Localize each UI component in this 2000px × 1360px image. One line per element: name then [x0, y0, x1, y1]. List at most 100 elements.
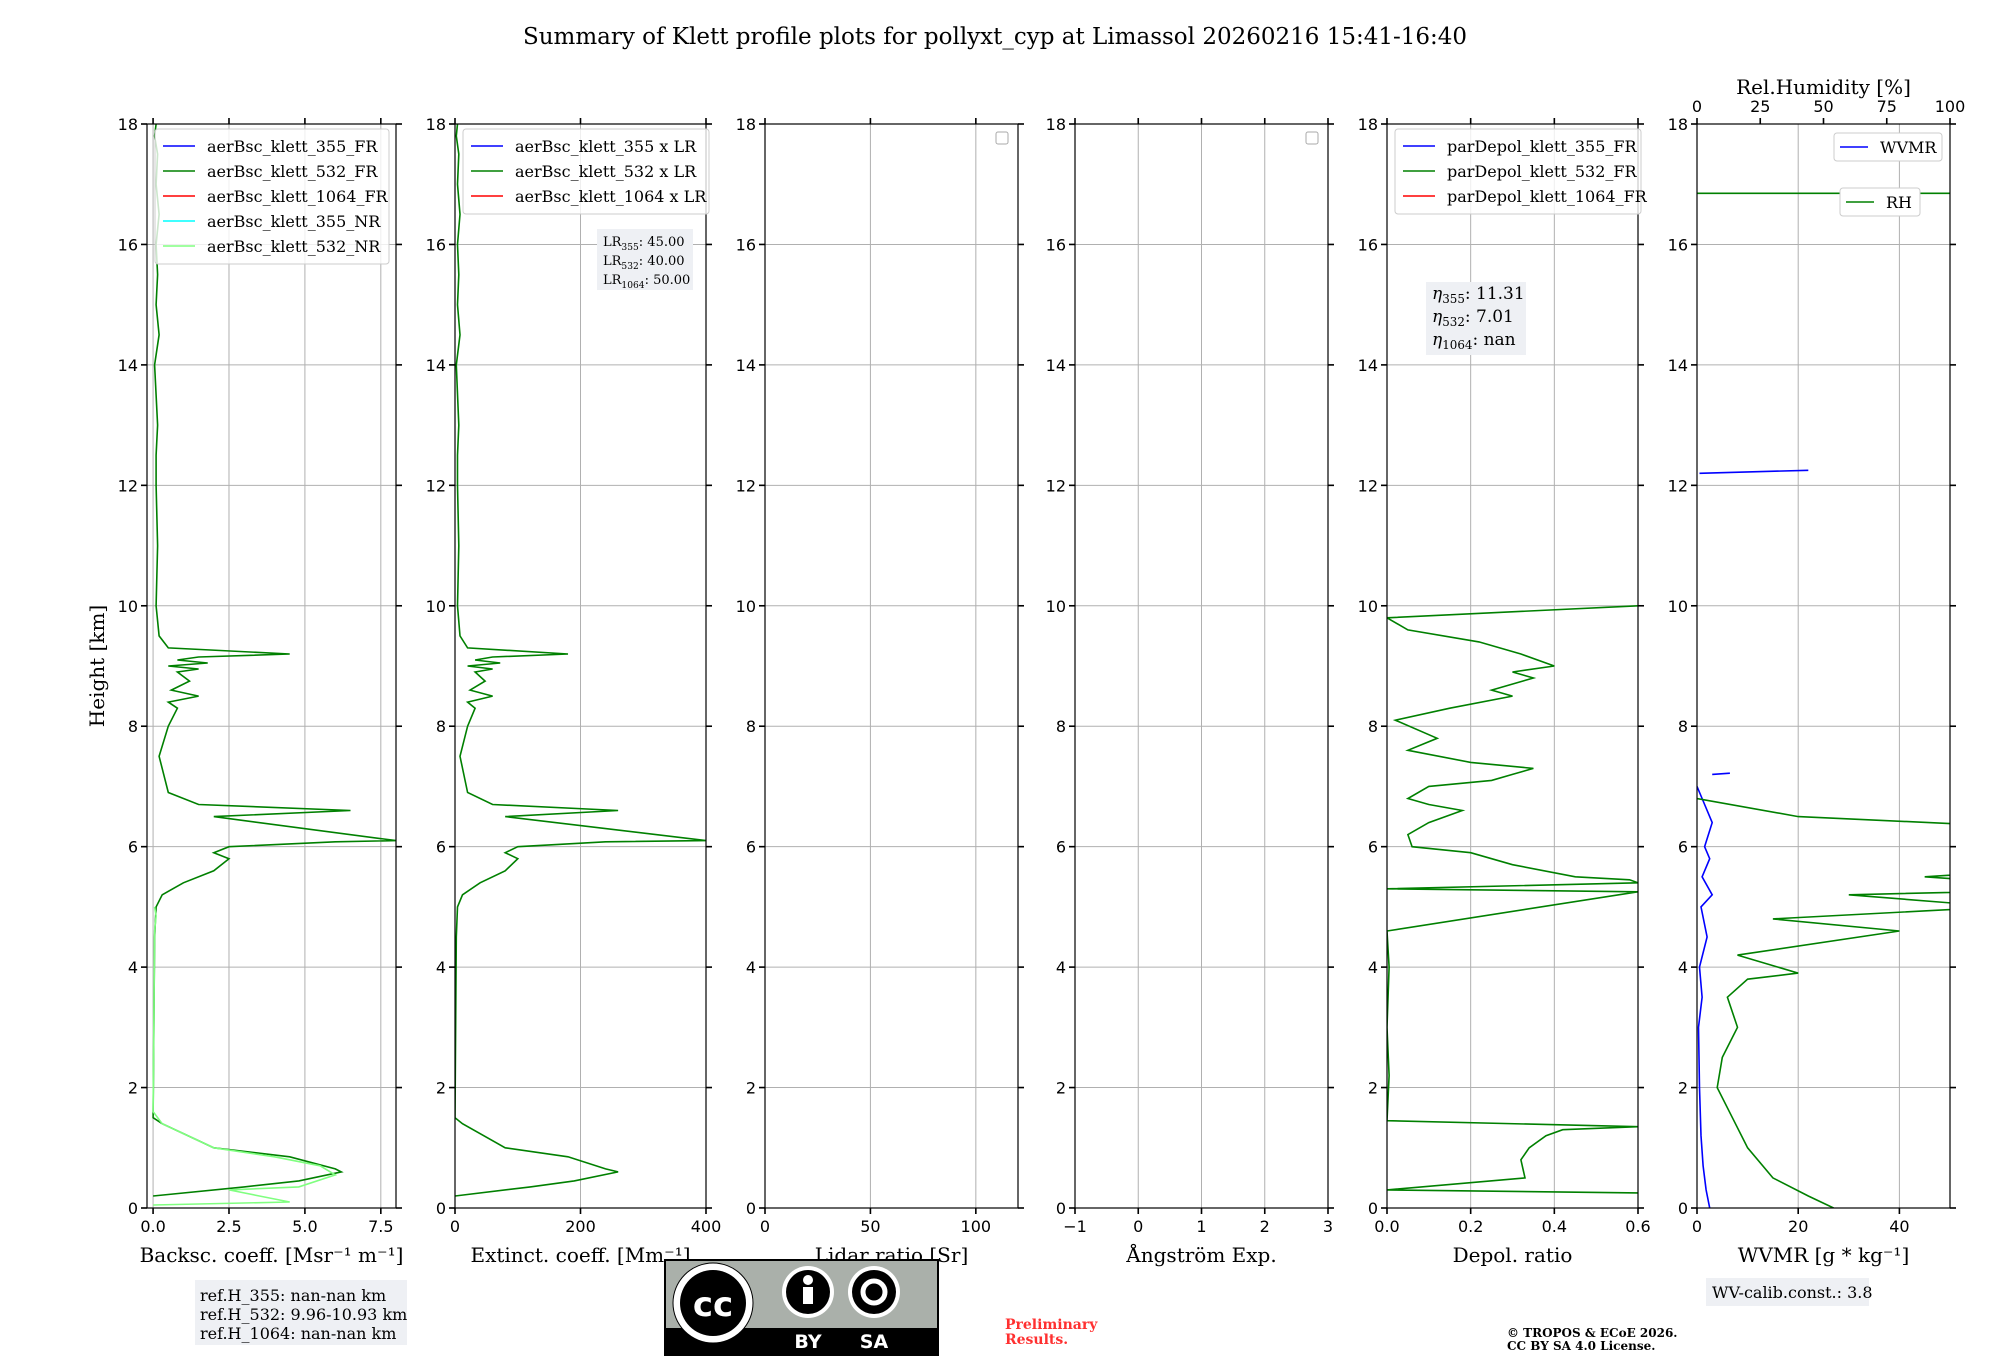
ytick-label-0: 0 [436, 1199, 446, 1218]
xtick-label-0: 0 [1133, 1217, 1143, 1236]
ytick-label-0: 0 [1368, 1199, 1378, 1218]
ytick-label-8: 8 [436, 717, 446, 736]
ytick-label-0: 0 [746, 1199, 756, 1218]
wv-calib-box [1706, 1278, 1869, 1306]
axes-frame [146, 123, 397, 1209]
ytick-label-0: 0 [1056, 1199, 1066, 1218]
ytick-label-4: 4 [1678, 958, 1688, 977]
ytick-label-18: 18 [1046, 115, 1066, 134]
ytick-label-14: 14 [118, 356, 138, 375]
xtick-label-2: 2 [1260, 1217, 1270, 1236]
ytick-label-6: 6 [1056, 838, 1066, 857]
ytick-label-16: 16 [1358, 235, 1378, 254]
ytick-label-12: 12 [736, 476, 756, 495]
series-segment-WVMR-0 [1712, 772, 1730, 776]
legend-label-1: parDepol_klett_532_FR [1447, 162, 1638, 181]
ytick-label-6: 6 [746, 838, 756, 857]
ytick-label-12: 12 [426, 476, 446, 495]
ytick-label-14: 14 [426, 356, 446, 375]
ytick-label-8: 8 [1368, 717, 1378, 736]
legend: aerBsc_klett_355_FR aerBsc_klett_532_FRae… [154, 128, 390, 265]
series-group [1697, 192, 1950, 1208]
xtick-label-2.5: 2.5 [216, 1217, 241, 1236]
wv-calib-text: WV-calib.const.: 3.8 [1712, 1283, 1873, 1302]
legend-box [154, 128, 390, 265]
xtick-label-0.6: 0.6 [1625, 1217, 1650, 1236]
cc-logo-text: cc [693, 1285, 733, 1325]
ytick-label-18: 18 [1358, 115, 1378, 134]
sa-icon-ring [860, 1278, 888, 1306]
ytick-label-6: 6 [128, 838, 138, 857]
xtick-label-200: 200 [565, 1217, 596, 1236]
preliminary-line-1: Preliminary [1005, 1317, 1098, 1333]
legend-label: RH [1886, 193, 1912, 212]
sa-icon [852, 1270, 896, 1314]
legend-label-0: aerBsc_klett_355_FR [207, 137, 378, 156]
series-group [152, 124, 396, 1206]
axes-frame [1696, 123, 1951, 1209]
ytick-label-14: 14 [1046, 356, 1066, 375]
ytick-label-4: 4 [1368, 958, 1378, 977]
top-xtick-label-75: 75 [1877, 97, 1897, 116]
series-line-WVMR [1697, 786, 1714, 1208]
legend: parDepol_klett_355_FR parDepol_klett_532_… [1394, 128, 1648, 215]
ytick-label-0: 0 [1678, 1199, 1688, 1218]
ytick-label-2: 2 [1678, 1079, 1688, 1098]
x-axis-label: Backsc. coeff. [Msr⁻¹ m⁻¹] [140, 1243, 404, 1267]
legend-label-2: aerBsc_klett_1064 x LR [515, 187, 707, 206]
ytick-label-12: 12 [118, 476, 138, 495]
panel-depol: 0 2 4 6 8 10 12 14 16 18 0.0 0.2 0.4 0.6 Depol. ratio p… [1358, 115, 1651, 1267]
by-icon-head [803, 1275, 813, 1285]
copyright-line-2: CC BY SA 4.0 License. [1507, 1339, 1655, 1353]
ytick-label-10: 10 [1668, 597, 1688, 616]
ytick-label-4: 4 [1056, 958, 1066, 977]
xtick-label-0: 0.0 [140, 1217, 165, 1236]
xtick-label-20: 20 [1788, 1217, 1808, 1236]
ytick-label-2: 2 [1368, 1079, 1378, 1098]
ytick-label-18: 18 [118, 115, 138, 134]
legend-label: WVMR [1880, 138, 1937, 157]
series-line-aerBsc_klett_532_FR [152, 124, 396, 1197]
ytick-label-6: 6 [436, 838, 446, 857]
ytick-label-18: 18 [736, 115, 756, 134]
top-xtick-label-25: 25 [1750, 97, 1770, 116]
ytick-label-16: 16 [426, 235, 446, 254]
cc-license-badge: cc BY SA [664, 1259, 939, 1356]
xtick-label-7.5: 7.5 [368, 1217, 393, 1236]
ytick-label-12: 12 [1668, 476, 1688, 495]
ytick-label-2: 2 [746, 1079, 756, 1098]
ytick-label-10: 10 [426, 597, 446, 616]
refh-box [195, 1280, 407, 1345]
ytick-label-16: 16 [736, 235, 756, 254]
xtick-label-1: 1 [1196, 1217, 1206, 1236]
xtick-label--1: −1 [1063, 1217, 1087, 1236]
ytick-label-16: 16 [118, 235, 138, 254]
copyright-line-1: © TROPOS & ECoE 2026. [1507, 1326, 1677, 1340]
x-axis-label: Ångström Exp. [1125, 1242, 1276, 1267]
annotation-line-1: η532: 7.01 [1432, 307, 1514, 329]
legend: aerBsc_klett_355 x LR aerBsc_klett_532 x … [462, 128, 710, 215]
ytick-label-10: 10 [1046, 597, 1066, 616]
by-icon-body [803, 1287, 813, 1304]
series-group [455, 124, 706, 1197]
legend-label-3: aerBsc_klett_355_NR [207, 212, 381, 231]
ytick-label-14: 14 [1668, 356, 1688, 375]
legend-label-1: aerBsc_klett_532_FR [207, 162, 378, 181]
panel-backscatter: 0 2 4 6 8 10 12 14 16 18 0.0 2.5 5.0 7.5 Backsc. coeff… [85, 115, 403, 1267]
legend-label-1: aerBsc_klett_532 x LR [515, 162, 697, 181]
legend-box [1833, 132, 1943, 162]
annotation-line-1: LR532: 40.00 [603, 254, 685, 272]
by-label: BY [794, 1331, 821, 1353]
page-title: Summary of Klett profile plots for polly… [523, 24, 1467, 50]
series-segment-WVMR-1 [1699, 469, 1809, 475]
top-axis-label: Rel.Humidity [%] [1736, 75, 1911, 99]
ytick-label-2: 2 [436, 1079, 446, 1098]
xtick-label-0: 0 [450, 1217, 460, 1236]
refh-line-2: ref.H_532: 9.96-10.93 km [200, 1305, 407, 1324]
ytick-label-16: 16 [1046, 235, 1066, 254]
cc-circle-inner [680, 1270, 746, 1336]
